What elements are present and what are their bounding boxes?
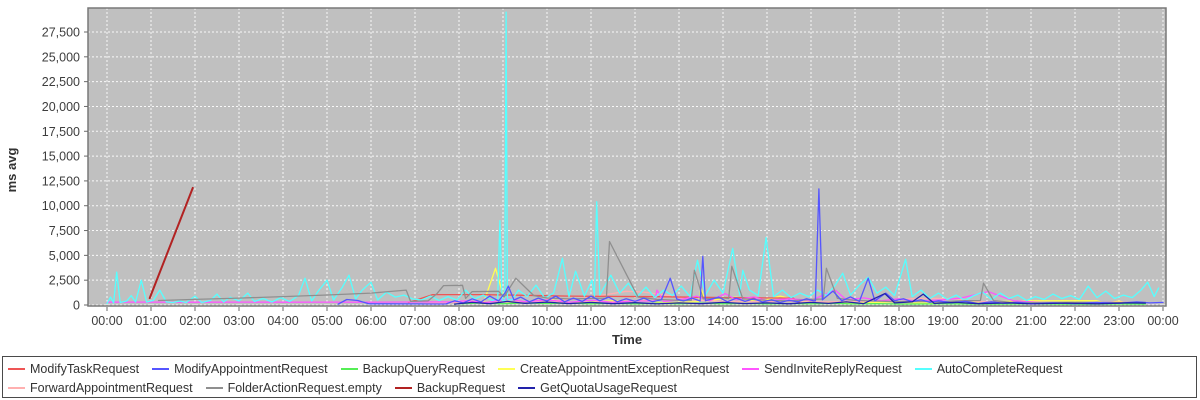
series-line-FolderActionRequest.empty bbox=[157, 240, 1147, 304]
legend-item-AutoCompleteRequest: AutoCompleteRequest bbox=[914, 361, 1063, 376]
y-tick-label: 5,000 bbox=[49, 249, 80, 263]
legend-item-ForwardAppointmentRequest: ForwardAppointmentRequest bbox=[8, 381, 193, 395]
x-tick-label: 04:00 bbox=[267, 314, 298, 328]
y-tick-label: 20,000 bbox=[42, 100, 80, 114]
tick-marks bbox=[84, 31, 1164, 311]
x-tick-label: 09:00 bbox=[487, 314, 518, 328]
x-tick-label: 20:00 bbox=[971, 314, 1002, 328]
y-tick-label: 7,500 bbox=[49, 224, 80, 238]
y-axis-title: ms avg bbox=[4, 148, 19, 193]
legend-line-swatch-icon bbox=[8, 367, 25, 370]
x-tick-label: 17:00 bbox=[839, 314, 870, 328]
series-line-BackupRequest bbox=[148, 186, 194, 300]
legend-item-label: BackupQueryRequest bbox=[362, 361, 485, 376]
series-line-SendInviteReplyRequest bbox=[106, 289, 1138, 304]
y-tick-label: 15,000 bbox=[42, 150, 80, 164]
x-tick-label: 01:00 bbox=[135, 314, 166, 328]
y-tick-label: 25,000 bbox=[42, 50, 80, 64]
legend-item-label: ForwardAppointmentRequest bbox=[30, 380, 193, 395]
y-tick-label: 10,000 bbox=[42, 199, 80, 213]
y-tick-label: 27,500 bbox=[42, 26, 80, 40]
legend-item-label: CreateAppointmentExceptionRequest bbox=[519, 361, 730, 376]
tick-labels: 00:00 01:00 02:00 03:00 04:00 05:00 06:00 07:00… bbox=[42, 26, 1179, 329]
legend-item-CreateAppointmentExceptionRequest: CreateAppointmentExceptionRequest bbox=[497, 361, 730, 376]
x-tick-label: 15:00 bbox=[751, 314, 782, 328]
legend-item-label: ModifyAppointmentRequest bbox=[174, 361, 328, 376]
x-tick-label: 10:00 bbox=[531, 314, 562, 328]
legend-line-swatch-icon bbox=[742, 367, 760, 370]
plot-border bbox=[87, 7, 1167, 307]
legend-line-swatch-icon bbox=[152, 367, 170, 370]
legend-line-swatch-icon bbox=[340, 367, 358, 370]
legend-item-BackupRequest: BackupRequest bbox=[394, 380, 506, 395]
x-tick-label: 12:00 bbox=[619, 314, 650, 328]
y-tick-label: 2,500 bbox=[49, 274, 80, 288]
legend-item-label: SendInviteReplyRequest bbox=[764, 361, 902, 376]
series-group bbox=[106, 11, 1164, 305]
legend-item-label: AutoCompleteRequest bbox=[936, 361, 1063, 376]
legend-item-BackupQueryRequest: BackupQueryRequest bbox=[340, 361, 485, 376]
legend-item-ModifyAppointmentRequest: ModifyAppointmentRequest bbox=[152, 362, 328, 376]
legend-row: ModifyTaskRequest ModifyAppointmentReques… bbox=[8, 359, 1191, 378]
x-axis-title: Time bbox=[612, 332, 642, 347]
series-line-AutoCompleteRequest bbox=[106, 11, 1160, 305]
legend-item-ModifyTaskRequest: ModifyTaskRequest bbox=[8, 362, 139, 376]
legend-line-swatch-icon bbox=[394, 386, 412, 389]
timeseries-chart: 00:00 01:00 02:00 03:00 04:00 05:00 06:00 07:00… bbox=[4, 7, 1179, 347]
legend-row: ForwardAppointmentRequest FolderActionReq… bbox=[8, 378, 1191, 397]
gridlines bbox=[88, 8, 1166, 306]
x-tick-label: 00:00 bbox=[1147, 314, 1178, 328]
legend-line-swatch-icon bbox=[914, 367, 932, 370]
series-line-GetQuotaUsageRequest bbox=[453, 292, 1147, 305]
x-tick-label: 11:00 bbox=[576, 314, 606, 328]
y-tick-label: 0 bbox=[73, 299, 80, 313]
legend-item-label: ModifyTaskRequest bbox=[30, 361, 140, 376]
x-tick-label: 06:00 bbox=[355, 314, 386, 328]
legend-item-label: BackupRequest bbox=[416, 380, 506, 395]
x-tick-label: 23:00 bbox=[1103, 314, 1134, 328]
x-tick-label: 00:00 bbox=[91, 314, 122, 328]
x-tick-label: 18:00 bbox=[883, 314, 914, 328]
legend-item-GetQuotaUsageRequest: GetQuotaUsageRequest bbox=[518, 381, 677, 395]
legend-item-SendInviteReplyRequest: SendInviteReplyRequest bbox=[742, 362, 902, 376]
x-tick-label: 16:00 bbox=[795, 314, 826, 328]
x-tick-label: 19:00 bbox=[927, 314, 958, 328]
x-tick-label: 05:00 bbox=[311, 314, 342, 328]
legend-line-swatch-icon bbox=[205, 386, 223, 389]
legend-item-label: FolderActionRequest.empty bbox=[227, 380, 382, 395]
legend-item-FolderActionRequest.empty: FolderActionRequest.empty bbox=[205, 380, 382, 395]
x-tick-label: 02:00 bbox=[179, 314, 210, 328]
plot-area bbox=[88, 8, 1166, 306]
x-tick-label: 22:00 bbox=[1059, 314, 1090, 328]
legend-item-label: GetQuotaUsageRequest bbox=[540, 380, 677, 395]
y-tick-label: 17,500 bbox=[42, 125, 80, 139]
legend-line-swatch-icon bbox=[518, 386, 536, 389]
x-tick-label: 07:00 bbox=[399, 314, 430, 328]
y-tick-label: 12,500 bbox=[42, 174, 80, 188]
legend-line-swatch-icon bbox=[8, 386, 25, 389]
x-tick-label: 14:00 bbox=[707, 314, 738, 328]
legend: ModifyTaskRequest ModifyAppointmentReques… bbox=[2, 356, 1197, 398]
legend-line-swatch-icon bbox=[497, 367, 515, 370]
y-tick-label: 22,500 bbox=[42, 75, 80, 89]
x-tick-label: 08:00 bbox=[443, 314, 474, 328]
x-tick-label: 21:00 bbox=[1015, 314, 1046, 328]
x-tick-label: 03:00 bbox=[223, 314, 254, 328]
x-tick-label: 13:00 bbox=[663, 314, 694, 328]
